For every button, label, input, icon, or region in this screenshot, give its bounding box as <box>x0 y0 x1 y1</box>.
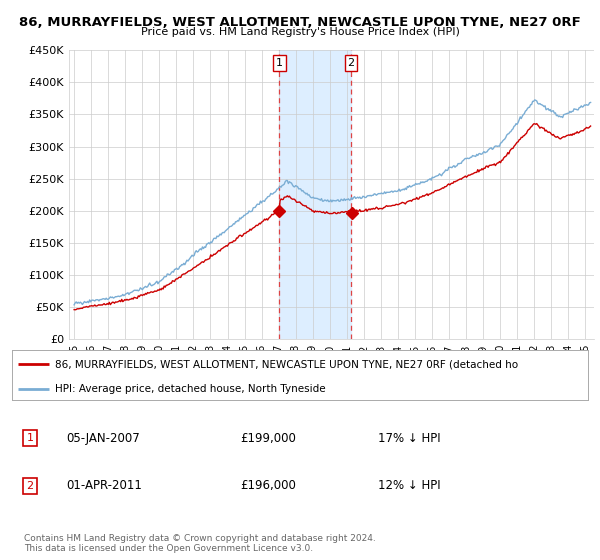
Text: 05-JAN-2007: 05-JAN-2007 <box>66 432 140 445</box>
Text: HPI: Average price, detached house, North Tyneside: HPI: Average price, detached house, Nort… <box>55 384 326 394</box>
Text: 2: 2 <box>26 481 34 491</box>
Text: 1: 1 <box>276 58 283 68</box>
Bar <box>280 50 351 339</box>
Text: 01-APR-2011: 01-APR-2011 <box>66 479 142 492</box>
Text: 1: 1 <box>26 433 34 443</box>
Text: £199,000: £199,000 <box>240 432 296 445</box>
Text: Price paid vs. HM Land Registry's House Price Index (HPI): Price paid vs. HM Land Registry's House … <box>140 27 460 37</box>
Text: 2: 2 <box>347 58 355 68</box>
Text: £196,000: £196,000 <box>240 479 296 492</box>
Text: Contains HM Land Registry data © Crown copyright and database right 2024.
This d: Contains HM Land Registry data © Crown c… <box>24 534 376 553</box>
Text: 17% ↓ HPI: 17% ↓ HPI <box>378 432 440 445</box>
Text: 86, MURRAYFIELDS, WEST ALLOTMENT, NEWCASTLE UPON TYNE, NE27 0RF: 86, MURRAYFIELDS, WEST ALLOTMENT, NEWCAS… <box>19 16 581 29</box>
Text: 86, MURRAYFIELDS, WEST ALLOTMENT, NEWCASTLE UPON TYNE, NE27 0RF (detached ho: 86, MURRAYFIELDS, WEST ALLOTMENT, NEWCAS… <box>55 359 518 369</box>
Text: 12% ↓ HPI: 12% ↓ HPI <box>378 479 440 492</box>
